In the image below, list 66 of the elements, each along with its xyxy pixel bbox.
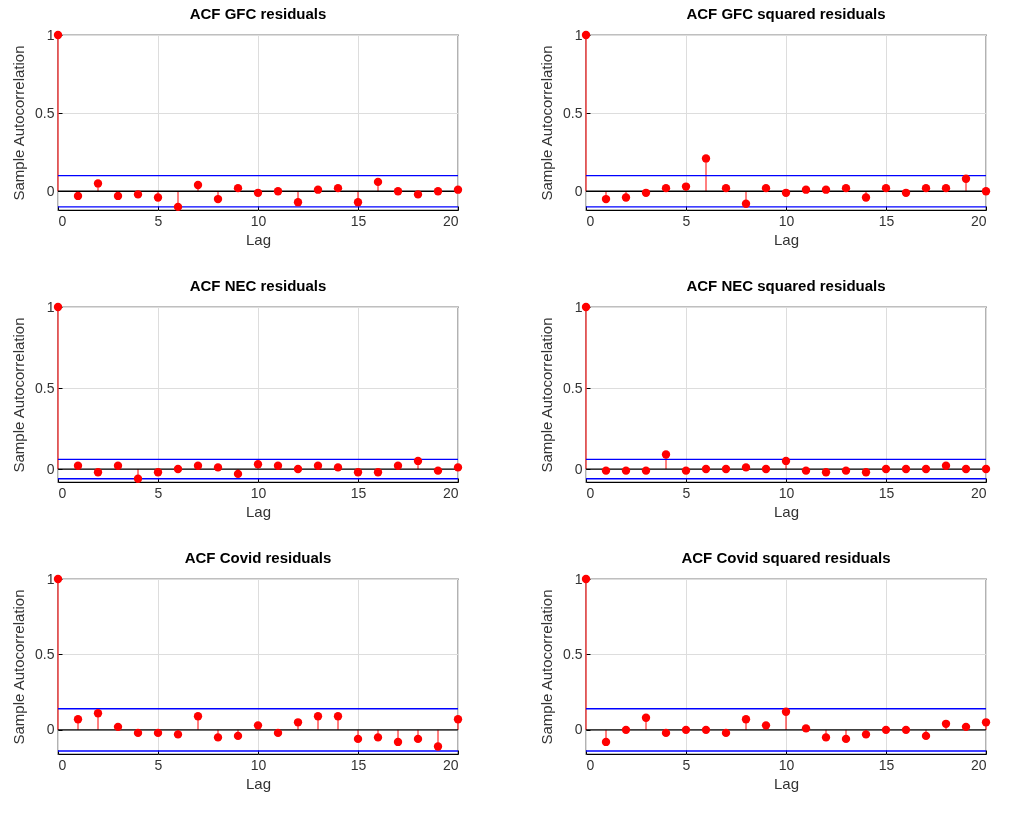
chart-title: ACF GFC squared residuals: [686, 5, 886, 22]
y-axis-title: Sample Autocorrelation: [538, 45, 556, 201]
y-tick-label: 1: [574, 570, 583, 587]
x-tick-label: 0: [58, 212, 67, 229]
y-axis-title: Sample Autocorrelation: [10, 589, 28, 745]
x-axis-title: Lag: [245, 230, 272, 248]
x-tick-label: 10: [778, 756, 795, 773]
x-tick-label: 15: [350, 484, 367, 501]
x-tick-label: 5: [154, 756, 163, 773]
x-tick-label: 15: [878, 484, 895, 501]
y-tick-label: 0.5: [35, 379, 55, 396]
x-tick-label: 20: [442, 484, 459, 501]
y-tick-label: 1: [574, 26, 583, 43]
y-axis-title: Sample Autocorrelation: [10, 45, 28, 201]
x-tick-label: 10: [250, 212, 267, 229]
x-tick-label: 0: [586, 212, 595, 229]
x-tick-label: 20: [970, 212, 987, 229]
x-tick-label: 20: [442, 756, 459, 773]
x-tick-label: 5: [682, 756, 691, 773]
y-tick-label: 0: [574, 721, 583, 738]
y-tick-label: 0: [46, 460, 55, 477]
y-axis-title: Sample Autocorrelation: [538, 589, 556, 745]
x-tick-label: 15: [878, 756, 895, 773]
x-tick-label: 10: [250, 756, 267, 773]
x-tick-label: 20: [970, 484, 987, 501]
x-axis-title: Lag: [773, 502, 800, 520]
y-tick-label: 0: [46, 721, 55, 738]
x-tick-label: 15: [878, 212, 895, 229]
y-axis-title: Sample Autocorrelation: [538, 317, 556, 473]
x-tick-label: 5: [682, 212, 691, 229]
x-tick-label: 10: [250, 484, 267, 501]
chart-title: ACF Covid residuals: [184, 549, 332, 566]
y-tick-label: 1: [46, 570, 55, 587]
y-tick-label: 0: [574, 460, 583, 477]
x-tick-label: 0: [586, 756, 595, 773]
x-tick-label: 20: [442, 212, 459, 229]
x-tick-label: 20: [970, 756, 987, 773]
x-tick-label: 0: [58, 484, 67, 501]
x-axis-title: Lag: [245, 774, 272, 792]
x-axis-title: Lag: [773, 774, 800, 792]
x-tick-label: 15: [350, 756, 367, 773]
y-axis-title: Sample Autocorrelation: [10, 317, 28, 473]
x-axis-title: Lag: [773, 230, 800, 248]
chart-title: ACF GFC residuals: [189, 5, 327, 22]
chart-title: ACF Covid squared residuals: [681, 549, 891, 566]
x-tick-label: 15: [350, 212, 367, 229]
y-tick-label: 0.5: [563, 645, 583, 662]
y-tick-label: 1: [574, 298, 583, 315]
y-tick-label: 0.5: [563, 379, 583, 396]
y-tick-label: 1: [46, 26, 55, 43]
x-tick-label: 10: [778, 484, 795, 501]
x-tick-label: 5: [682, 484, 691, 501]
chart-title: ACF NEC residuals: [189, 277, 327, 294]
y-tick-label: 0.5: [35, 104, 55, 121]
y-tick-label: 0: [574, 182, 583, 199]
x-tick-label: 0: [586, 484, 595, 501]
x-tick-label: 5: [154, 212, 163, 229]
y-tick-label: 1: [46, 298, 55, 315]
y-tick-label: 0.5: [563, 104, 583, 121]
x-axis-title: Lag: [245, 502, 272, 520]
x-tick-label: 0: [58, 756, 67, 773]
x-tick-label: 10: [778, 212, 795, 229]
chart-title: ACF NEC squared residuals: [686, 277, 886, 294]
y-tick-label: 0.5: [35, 645, 55, 662]
x-tick-label: 5: [154, 484, 163, 501]
y-tick-label: 0: [46, 182, 55, 199]
